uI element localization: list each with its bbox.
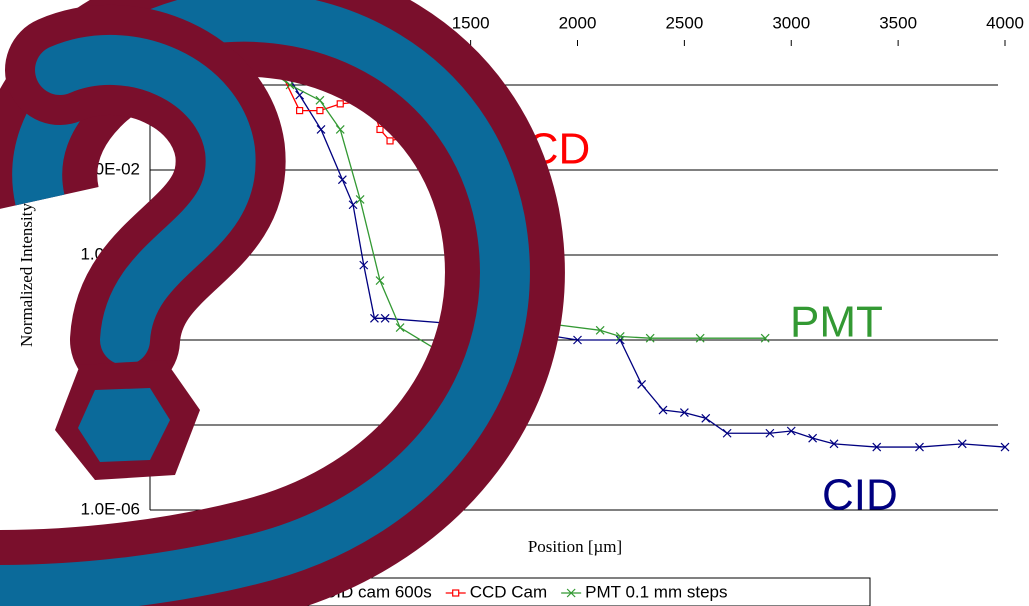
legend-marker xyxy=(566,588,576,598)
y-tick-label: 1.0E-06 xyxy=(80,499,140,518)
data-point xyxy=(573,335,582,345)
data-point xyxy=(695,333,705,343)
data-point xyxy=(915,442,924,452)
data-point xyxy=(316,106,324,115)
data-point xyxy=(829,439,839,449)
data-point xyxy=(348,200,358,210)
data-point xyxy=(315,95,325,105)
legend-marker xyxy=(452,589,460,597)
data-point xyxy=(765,428,775,438)
data-point xyxy=(370,313,379,323)
x-axis-title: Position [µm] xyxy=(528,537,622,556)
data-point xyxy=(786,426,796,436)
x-tick-label: 2500 xyxy=(665,13,703,32)
data-point xyxy=(637,380,647,389)
data-point xyxy=(295,90,305,100)
plot-area: 1.0E-061.0E-051.0E-041.0E-031.0E-021.0E-… xyxy=(17,13,1024,606)
y-axis-title: Normalized Intensity xyxy=(17,203,36,347)
data-point xyxy=(615,335,625,345)
data-point xyxy=(679,408,689,418)
question-mark-overlay xyxy=(0,0,565,606)
data-point xyxy=(336,100,344,108)
legend-label: CCD Cam xyxy=(470,582,547,601)
data-point xyxy=(355,195,365,204)
data-point xyxy=(380,313,390,323)
data-point xyxy=(285,80,295,90)
data-point xyxy=(760,333,770,343)
x-tick-label: 2000 xyxy=(559,13,597,32)
legend-box xyxy=(289,577,871,606)
x-tick-label: 3000 xyxy=(772,13,810,32)
data-point xyxy=(808,433,818,443)
data-point xyxy=(872,442,882,452)
data-point xyxy=(615,332,625,341)
data-point xyxy=(335,125,345,134)
data-point xyxy=(722,428,732,438)
data-point xyxy=(658,405,668,415)
series-line xyxy=(256,50,1006,448)
x-tick-label: 1500 xyxy=(452,13,490,32)
data-point xyxy=(375,276,385,286)
data-point xyxy=(296,106,304,115)
data-point xyxy=(395,323,405,333)
data-point xyxy=(316,125,326,134)
data-point xyxy=(957,439,967,449)
data-point xyxy=(595,325,605,335)
data-point xyxy=(337,175,347,185)
data-point xyxy=(359,260,369,270)
x-tick-label: 4000 xyxy=(986,13,1024,32)
data-point xyxy=(645,333,655,343)
data-point xyxy=(1000,442,1010,452)
data-point xyxy=(376,125,384,134)
legend-label: PMT 0.1 mm steps xyxy=(585,582,727,601)
annotation: CID xyxy=(822,471,898,520)
annotation: PMT xyxy=(790,298,883,347)
data-point xyxy=(386,137,394,145)
data-point xyxy=(701,413,711,423)
x-tick-label: 3500 xyxy=(879,13,917,32)
